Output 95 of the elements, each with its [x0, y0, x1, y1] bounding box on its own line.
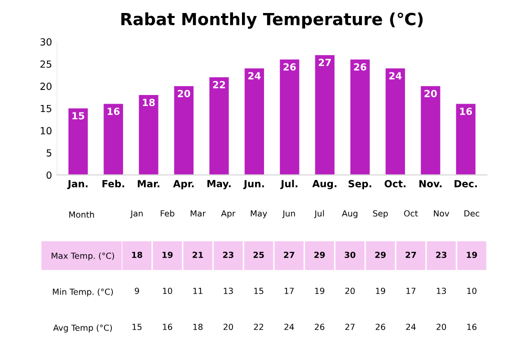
data-label: 26	[284, 63, 296, 71]
x-tick-label: Oct	[404, 210, 418, 217]
text: Month	[69, 211, 94, 218]
y-tick-label: Max Temp. (°C)	[52, 252, 114, 260]
x-tick-label: Sep	[373, 210, 388, 218]
data-label: 11	[193, 288, 202, 294]
data-label: 24	[284, 324, 294, 330]
bar	[350, 60, 370, 175]
x-tick-label: Dec	[464, 210, 480, 217]
data-label: 27	[345, 324, 355, 330]
data-label: 15	[132, 324, 142, 330]
data-label: 27	[318, 58, 331, 66]
data-label: 22	[213, 81, 226, 88]
data-label: 16	[467, 324, 476, 330]
data-label: 16	[162, 324, 172, 330]
data-label: 10	[467, 288, 476, 294]
data-label: 19	[162, 252, 173, 258]
data-label: 10	[162, 288, 172, 294]
data-label: 19	[376, 288, 386, 294]
chart-title: Rabat Monthly Temperature (℃)	[121, 12, 423, 29]
data-label: 16	[460, 108, 472, 115]
y-tick-label: 15	[40, 104, 52, 112]
data-label: 20	[345, 288, 355, 294]
data-label: 20	[178, 90, 190, 98]
x-tick-label: Dec.	[454, 180, 477, 188]
data-label: 29	[314, 252, 325, 258]
y-tick-label: 20	[40, 82, 52, 90]
x-tick-label: Jul	[314, 210, 324, 218]
data-label: 15	[254, 288, 264, 294]
data-label: 26	[354, 63, 366, 71]
data-label: 13	[436, 288, 446, 294]
x-tick-label: Aug.	[312, 180, 336, 190]
data-label: 19	[315, 288, 324, 294]
bar	[386, 68, 405, 175]
x-tick-label: Jun.	[243, 180, 264, 190]
data-label: 18	[132, 252, 142, 258]
x-tick-label: Apr.	[173, 180, 194, 190]
y-tick-label: Avg Temp (°C)	[53, 324, 112, 332]
x-tick-label: Apr	[221, 210, 236, 218]
y-tick-label: 5	[46, 149, 52, 157]
data-label: 13	[224, 288, 233, 294]
bar	[456, 104, 476, 175]
x-tick-label: Aug	[342, 210, 358, 218]
bar	[138, 95, 158, 175]
x-tick-label: Jan.	[67, 180, 88, 190]
data-label: 26	[314, 324, 324, 330]
data-label: 24	[248, 72, 261, 80]
bar	[209, 77, 229, 175]
x-tick-label: Feb	[160, 210, 174, 217]
data-label: 18	[193, 324, 203, 330]
data-label: 23	[223, 252, 234, 258]
data-label: 27	[406, 252, 416, 258]
data-label: 27	[284, 252, 294, 258]
bar	[420, 86, 440, 175]
x-tick-label: Nov	[434, 210, 450, 217]
bar	[280, 60, 300, 175]
x-tick-label: Mar	[190, 210, 206, 217]
data-label: 30	[344, 252, 356, 258]
data-label: 18	[142, 98, 155, 106]
x-tick-label: May	[250, 210, 268, 218]
bar	[104, 104, 124, 175]
x-tick-label: Sep.	[348, 180, 372, 190]
x-tick-label: Oct.	[384, 180, 406, 188]
data-label: 17	[284, 288, 294, 294]
bar	[244, 68, 264, 175]
y-tick-label: 30	[40, 38, 52, 46]
data-label: 19	[466, 252, 477, 258]
data-label: 29	[375, 252, 386, 258]
x-tick-label: Jul.	[280, 180, 298, 190]
data-label: 16	[108, 108, 120, 115]
data-label: 26	[376, 324, 386, 330]
x-tick-label: Nov.	[419, 180, 442, 188]
x-tick-label: Mar.	[138, 180, 160, 188]
y-tick-label: 10	[40, 127, 52, 134]
x-tick-label: Jan	[130, 210, 143, 218]
x-tick-label: May.	[207, 180, 231, 190]
data-label: 20	[436, 324, 446, 330]
data-label: 20	[424, 90, 437, 98]
data-label: 22	[254, 324, 264, 330]
bar	[315, 55, 335, 175]
data-label: 25	[254, 252, 264, 258]
bar	[174, 86, 194, 175]
data-label: 24	[406, 324, 416, 330]
x-tick-label: Jun	[282, 210, 295, 218]
data-label: 9	[134, 288, 140, 294]
data-label: 20	[224, 324, 233, 330]
y-tick-label: 25	[40, 60, 52, 68]
data-label: 23	[436, 252, 446, 258]
data-label: 21	[192, 252, 204, 258]
y-tick-label: Min Temp. (°C)	[52, 288, 113, 296]
data-label: 24	[389, 72, 402, 80]
y-tick-label: 0	[46, 171, 52, 179]
x-tick-label: Feb.	[102, 180, 124, 188]
bar	[68, 108, 88, 175]
data-label: 17	[406, 288, 416, 294]
